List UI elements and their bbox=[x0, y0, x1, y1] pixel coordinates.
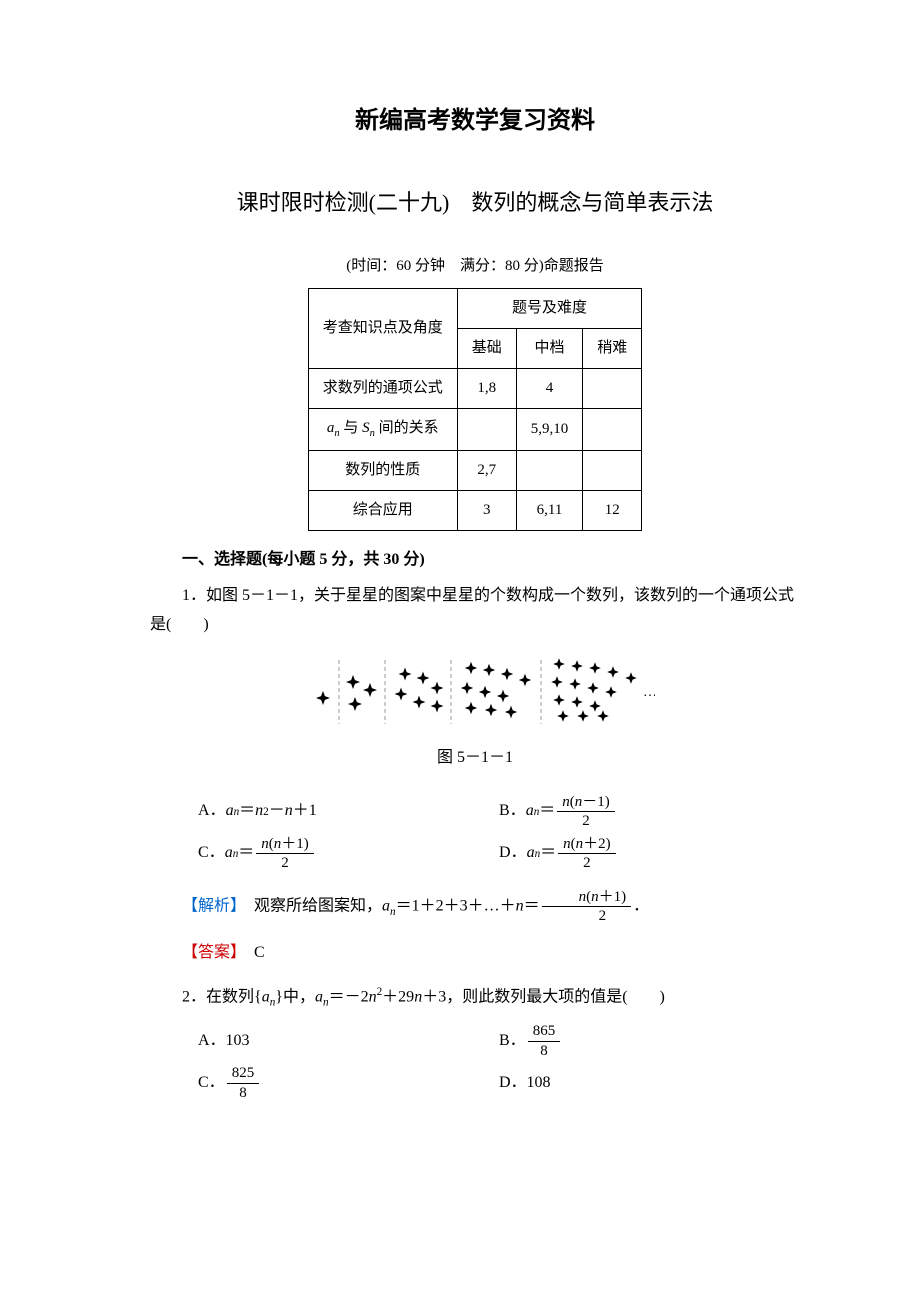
table-cell: 6,11 bbox=[516, 490, 583, 530]
q2-options: A．103 B．8658 C．8258 D．108 bbox=[150, 1020, 800, 1104]
time-info: (时间：60 分钟 满分：80 分)命题报告 bbox=[150, 253, 800, 280]
table-cell: 1,8 bbox=[457, 368, 516, 408]
table-cell bbox=[457, 408, 516, 450]
table-cell: 4 bbox=[516, 368, 583, 408]
option-d: D．an＝n(n＋2)2 bbox=[499, 833, 800, 875]
main-title: 新编高考数学复习资料 bbox=[150, 100, 800, 143]
sub-title: 课时限时检测(二十九) 数列的概念与简单表示法 bbox=[150, 183, 800, 223]
table-cell: 基础 bbox=[457, 328, 516, 368]
q1-answer: 【答案】 C bbox=[150, 939, 800, 968]
question-2: 2．在数列{an}中，an＝－2n2＋29n＋3，则此数列最大项的值是( ) bbox=[150, 982, 800, 1013]
report-table: 考查知识点及角度 题号及难度 基础 中档 稍难 求数列的通项公式 1,8 4 a… bbox=[308, 288, 643, 531]
option-d: D．108 bbox=[499, 1062, 800, 1104]
table-header: 考查知识点及角度 bbox=[308, 288, 457, 368]
table-row: an 与 Sn 间的关系 5,9,10 bbox=[308, 408, 642, 450]
table-cell: 5,9,10 bbox=[516, 408, 583, 450]
option-b: B．an＝n(n－1)2 bbox=[499, 791, 800, 833]
sub-title-left: 课时限时检测(二十九) bbox=[237, 190, 450, 215]
table-cell: 中档 bbox=[516, 328, 583, 368]
q1-analysis: 【解析】 观察所给图案知，an＝1＋2＋3＋…＋n＝n(n＋1)2． bbox=[150, 889, 800, 925]
table-cell bbox=[583, 368, 642, 408]
table-cell: 求数列的通项公式 bbox=[308, 368, 457, 408]
section-heading: 一、选择题(每小题 5 分，共 30 分) bbox=[150, 546, 800, 575]
q1-options: A．an＝n2－n＋1 B．an＝n(n－1)2 C．an＝n(n＋1)2 D．… bbox=[150, 791, 800, 875]
table-row: 求数列的通项公式 1,8 4 bbox=[308, 368, 642, 408]
table-cell: 数列的性质 bbox=[308, 450, 457, 490]
table-cell bbox=[583, 408, 642, 450]
question-1: 1．如图 5－1－1，关于星星的图案中星星的个数构成一个数列，该数列的一个通项公… bbox=[150, 582, 800, 640]
table-cell: 2,7 bbox=[457, 450, 516, 490]
option-c: C．an＝n(n＋1)2 bbox=[198, 833, 499, 875]
star-pattern-svg: … bbox=[295, 652, 655, 732]
answer-label: 【答案】 bbox=[182, 944, 238, 961]
table-cell: 综合应用 bbox=[308, 490, 457, 530]
table-header: 题号及难度 bbox=[457, 288, 642, 328]
table-row: 数列的性质 2,7 bbox=[308, 450, 642, 490]
table-cell: 3 bbox=[457, 490, 516, 530]
option-c: C．8258 bbox=[198, 1062, 499, 1104]
table-cell: 稍难 bbox=[583, 328, 642, 368]
table-cell: an 与 Sn 间的关系 bbox=[308, 408, 457, 450]
option-b: B．8658 bbox=[499, 1020, 800, 1062]
table-cell bbox=[516, 450, 583, 490]
analysis-label: 【解析】 bbox=[182, 898, 238, 915]
sub-title-right: 数列的概念与简单表示法 bbox=[471, 190, 713, 215]
table-cell bbox=[583, 450, 642, 490]
table-row: 综合应用 3 6,11 12 bbox=[308, 490, 642, 530]
figure-5-1-1: … bbox=[150, 652, 800, 732]
table-cell: 12 bbox=[583, 490, 642, 530]
option-a: A．an＝n2－n＋1 bbox=[198, 791, 499, 833]
figure-caption: 图 5－1－1 bbox=[150, 744, 800, 773]
option-a: A．103 bbox=[198, 1020, 499, 1062]
table-row: 考查知识点及角度 题号及难度 bbox=[308, 288, 642, 328]
svg-text:…: … bbox=[643, 685, 655, 700]
